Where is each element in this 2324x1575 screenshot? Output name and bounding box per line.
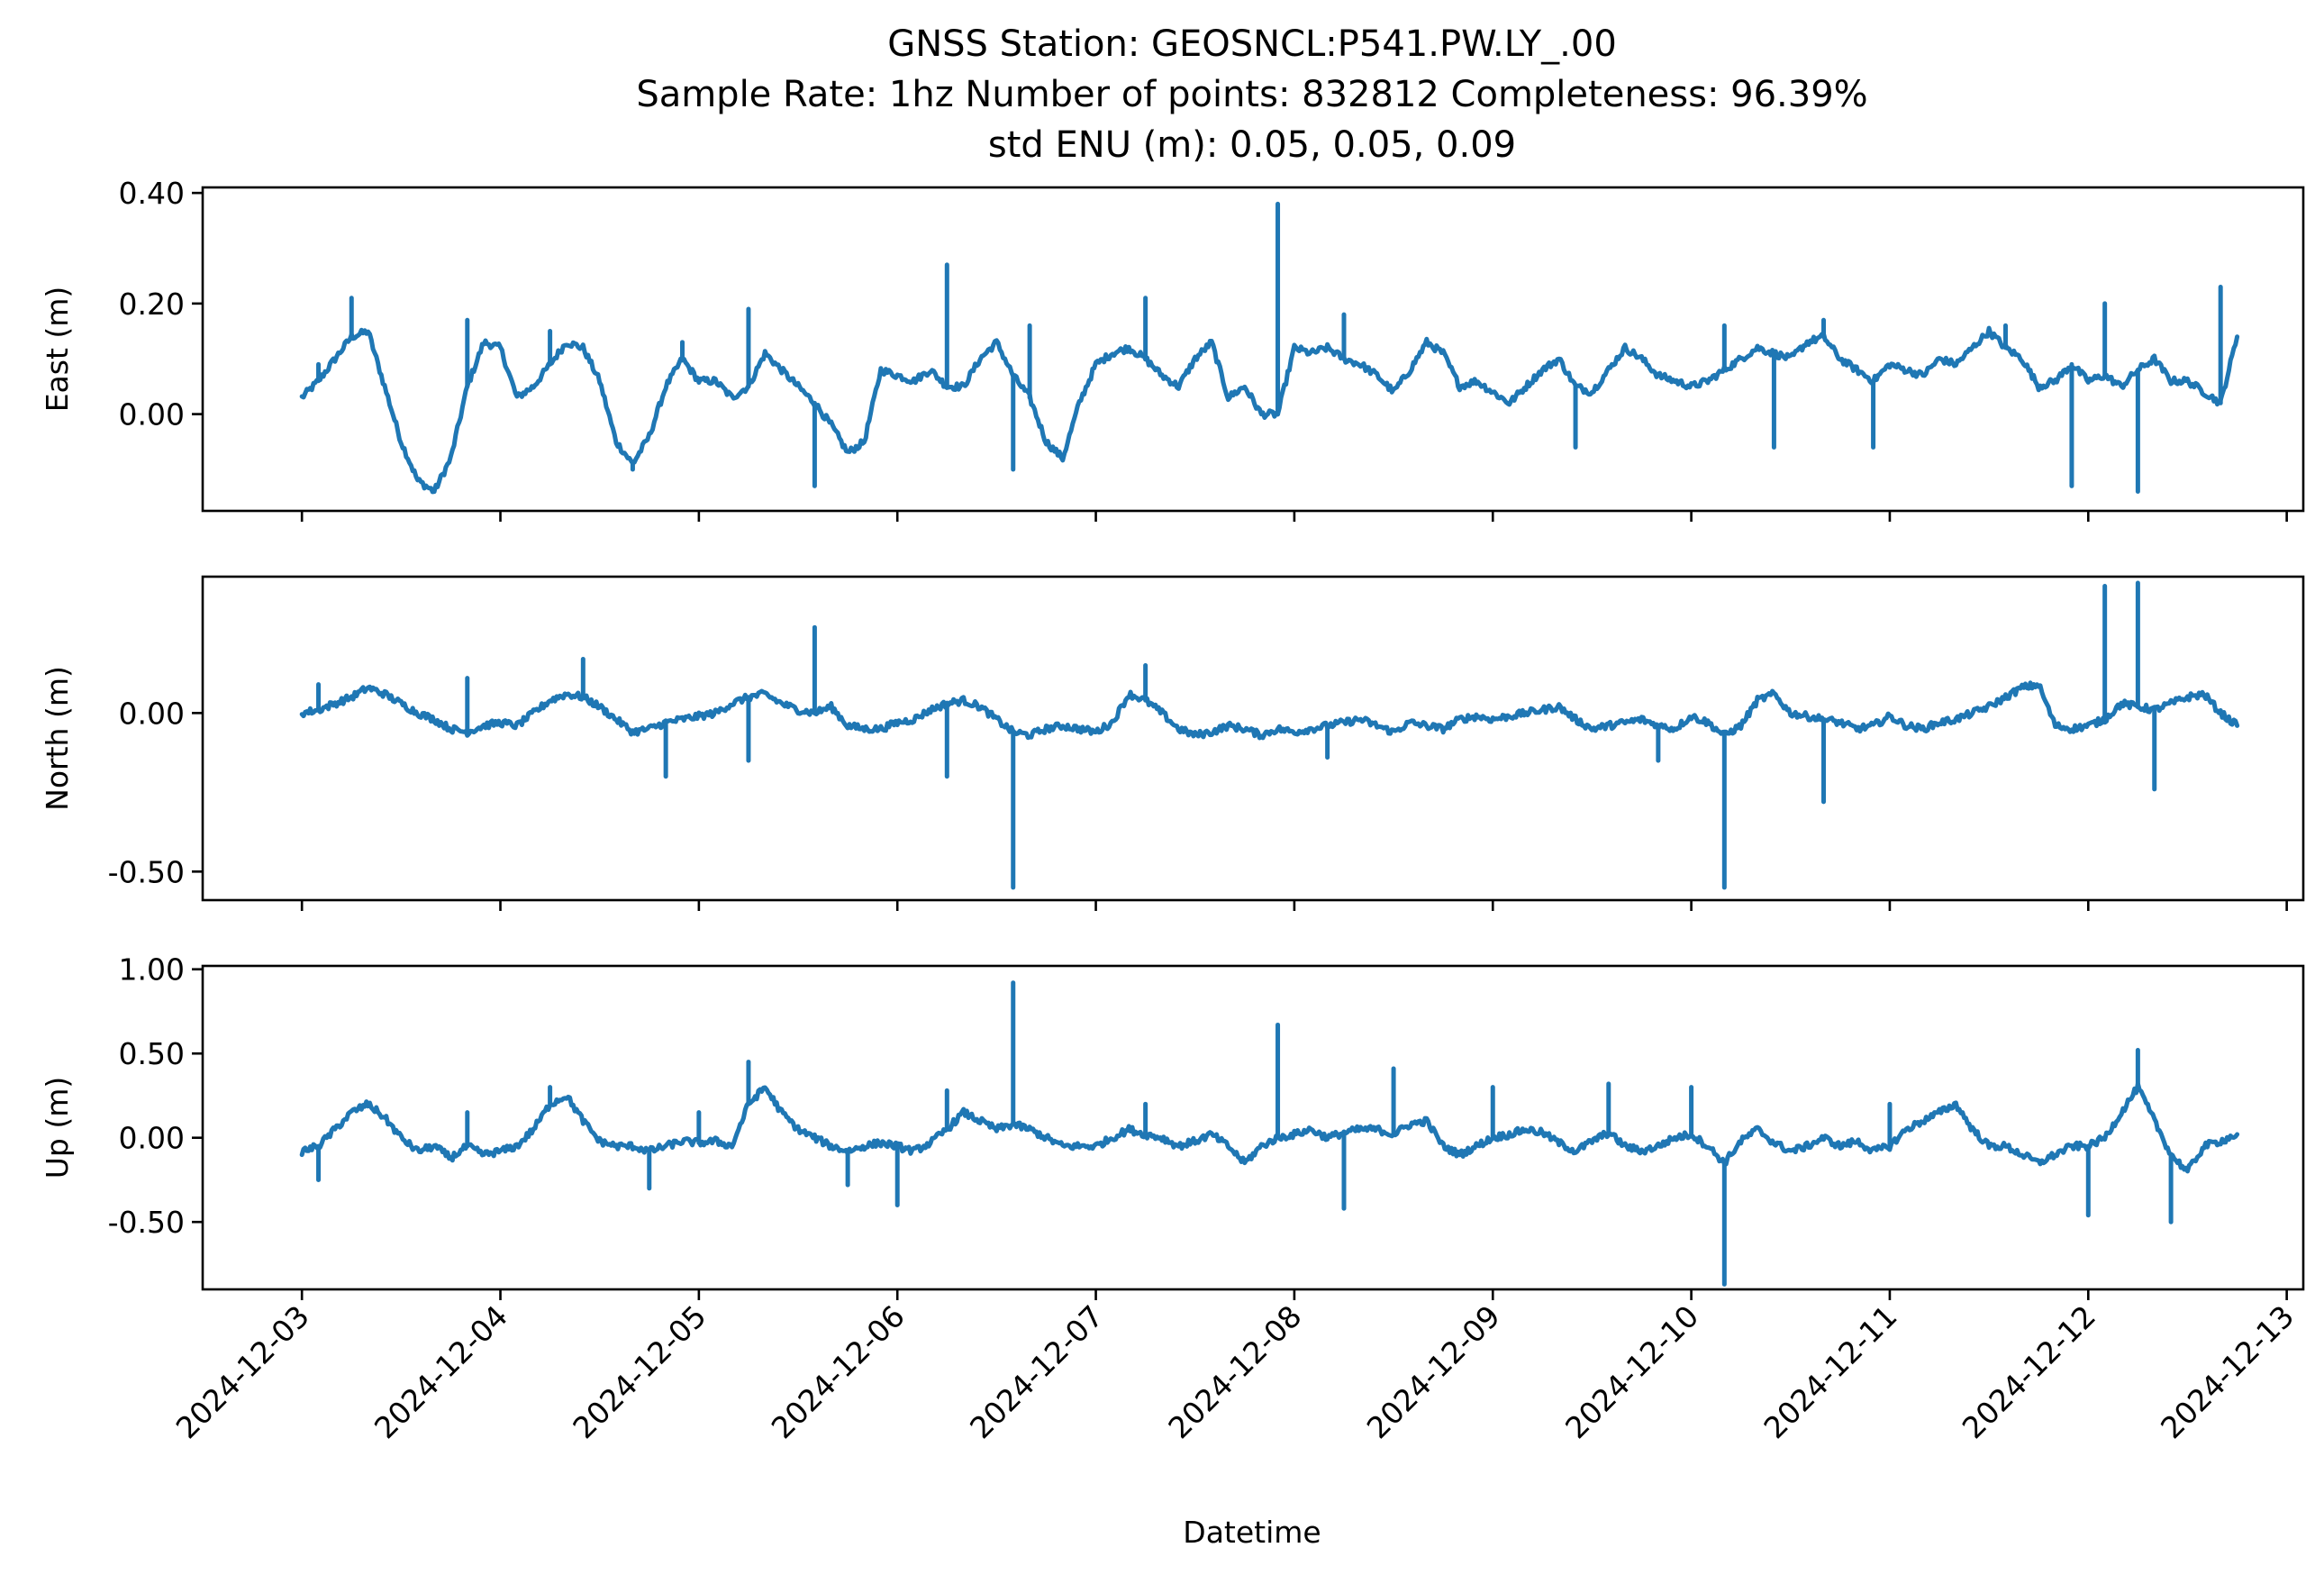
north-panel: 0.00 -0.50 North (m) xyxy=(40,575,2305,911)
title-line-station: GNSS Station: GEOSNCL:P541.PW.LY_.00 xyxy=(887,23,1617,65)
up-axes-frame xyxy=(201,964,2305,1291)
north-series-line xyxy=(299,680,2240,741)
north-ylabel: North (m) xyxy=(40,666,75,811)
north-axes-frame xyxy=(201,575,2305,902)
east-panel: 0.40 0.20 0.00 East (m) xyxy=(40,176,2305,522)
up-panel: 1.00 0.50 0.00 -0.50 Up (m) xyxy=(40,952,2305,1300)
east-ytick-label: 0.40 xyxy=(119,176,185,211)
north-ytick-label: -0.50 xyxy=(108,854,185,889)
north-ytick-label: 0.00 xyxy=(119,696,185,731)
up-ytick-label: 1.00 xyxy=(119,952,185,988)
east-ylabel: East (m) xyxy=(40,287,75,413)
east-ytick-label: 0.20 xyxy=(119,287,185,322)
up-series-line xyxy=(299,1081,2240,1174)
east-axes-frame xyxy=(201,186,2305,513)
figure-title: GNSS Station: GEOSNCL:P541.PW.LY_.00 Sam… xyxy=(636,23,1867,166)
east-ytick-label: 0.00 xyxy=(119,397,185,432)
up-ytick-label: -0.50 xyxy=(108,1205,185,1240)
up-ytick-label: 0.50 xyxy=(119,1036,185,1071)
up-ytick-label: 0.00 xyxy=(119,1121,185,1156)
up-ylabel: Up (m) xyxy=(40,1077,75,1179)
title-line-stats: Sample Rate: 1hz Number of points: 83281… xyxy=(636,74,1867,115)
x-axis-label: Datetime xyxy=(1183,1515,1321,1550)
east-series-line xyxy=(299,325,2240,495)
title-line-std: std ENU (m): 0.05, 0.05, 0.09 xyxy=(988,124,1516,166)
